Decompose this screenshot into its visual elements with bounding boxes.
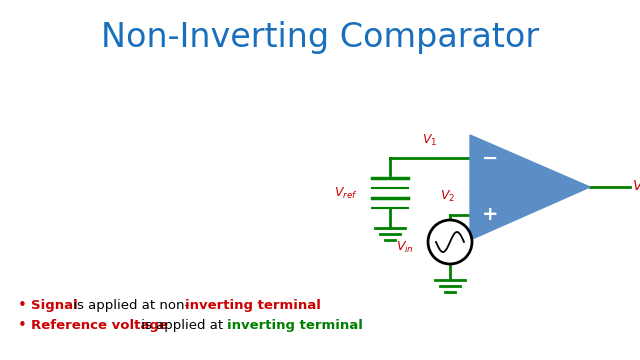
Circle shape [428, 220, 472, 264]
Text: $V_2$: $V_2$ [440, 189, 456, 204]
Text: $V_{ref}$: $V_{ref}$ [334, 185, 358, 201]
Text: Signal: Signal [31, 298, 77, 311]
Text: $V_0$: $V_0$ [632, 179, 640, 195]
Text: $V_{in}$: $V_{in}$ [396, 239, 414, 255]
Text: is applied at: is applied at [137, 319, 232, 332]
Text: $V_1$: $V_1$ [422, 133, 438, 148]
Text: −: − [482, 148, 499, 167]
Text: Reference voltage: Reference voltage [31, 319, 168, 332]
Text: •: • [18, 297, 27, 312]
Text: •: • [18, 318, 27, 333]
Text: is applied at non-: is applied at non- [69, 298, 189, 311]
Text: inverting terminal: inverting terminal [227, 319, 363, 332]
Text: inverting terminal: inverting terminal [185, 298, 321, 311]
Text: Non-Inverting Comparator: Non-Inverting Comparator [101, 22, 539, 54]
Polygon shape [470, 135, 590, 240]
Text: +: + [482, 206, 499, 225]
